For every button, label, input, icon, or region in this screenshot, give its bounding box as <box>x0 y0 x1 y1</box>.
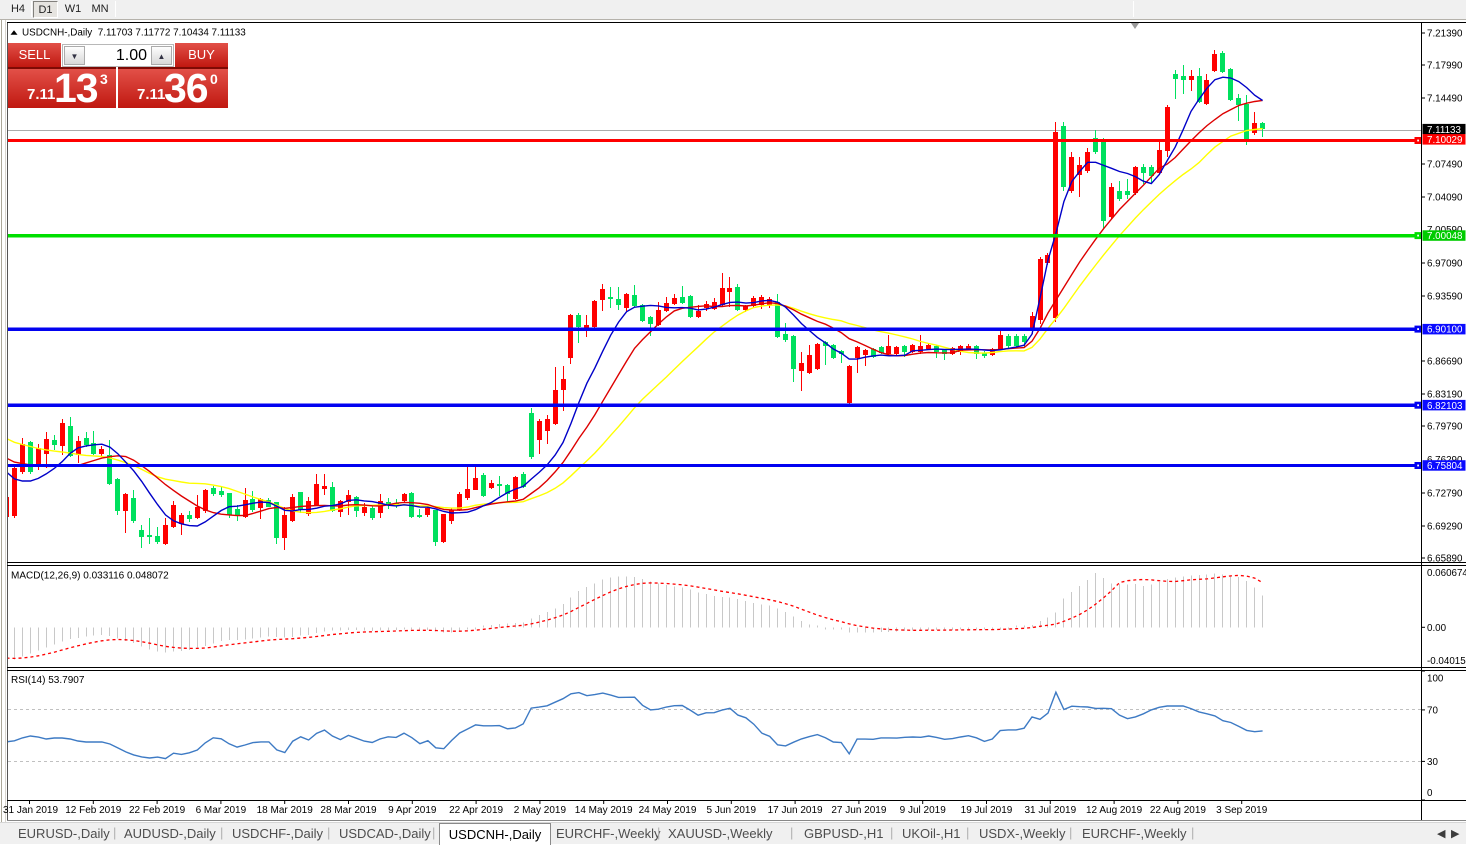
svg-text:USDCNH-,Daily 7.11703 7.11772: USDCNH-,Daily 7.11703 7.11772 7.10434 7.… <box>22 28 246 39</box>
svg-text:6.69290: 6.69290 <box>1427 522 1463 533</box>
svg-text:0: 0 <box>1427 788 1433 799</box>
svg-text:14 May 2019: 14 May 2019 <box>575 805 633 816</box>
svg-text:22 Feb 2019: 22 Feb 2019 <box>129 805 186 816</box>
svg-text:31 Jan 2019: 31 Jan 2019 <box>3 805 58 816</box>
svg-text:2 May 2019: 2 May 2019 <box>514 805 567 816</box>
svg-text:22 Apr 2019: 22 Apr 2019 <box>449 805 503 816</box>
svg-text:70: 70 <box>1427 706 1438 717</box>
svg-text:6.93590: 6.93590 <box>1427 292 1463 303</box>
svg-text:MACD(12,26,9) 0.033116 0.04807: MACD(12,26,9) 0.033116 0.048072 <box>11 571 169 582</box>
svg-text:7.14490: 7.14490 <box>1427 94 1463 105</box>
svg-text:6.79790: 6.79790 <box>1427 422 1463 433</box>
svg-text:6.83190: 6.83190 <box>1427 390 1463 401</box>
svg-text:28 Mar 2019: 28 Mar 2019 <box>320 805 377 816</box>
svg-text:24 May 2019: 24 May 2019 <box>639 805 697 816</box>
svg-text:6.75804: 6.75804 <box>1427 461 1463 472</box>
svg-text:7.11133: 7.11133 <box>1427 125 1462 136</box>
svg-text:17 Jun 2019: 17 Jun 2019 <box>768 805 823 816</box>
svg-text:7.10029: 7.10029 <box>1427 135 1462 146</box>
svg-text:7.17990: 7.17990 <box>1427 61 1463 72</box>
svg-text:5 Jun 2019: 5 Jun 2019 <box>707 805 757 816</box>
svg-text:22 Aug 2019: 22 Aug 2019 <box>1150 805 1207 816</box>
svg-text:3 Sep 2019: 3 Sep 2019 <box>1216 805 1268 816</box>
svg-text:31 Jul 2019: 31 Jul 2019 <box>1024 805 1076 816</box>
svg-text:6 Mar 2019: 6 Mar 2019 <box>196 805 247 816</box>
svg-text:19 Jul 2019: 19 Jul 2019 <box>961 805 1013 816</box>
svg-text:100: 100 <box>1427 674 1444 685</box>
svg-text:27 Jun 2019: 27 Jun 2019 <box>831 805 886 816</box>
svg-text:0.00: 0.00 <box>1427 623 1447 634</box>
svg-text:RSI(14) 53.7907: RSI(14) 53.7907 <box>11 675 85 686</box>
svg-text:-0.040152: -0.040152 <box>1427 656 1466 667</box>
svg-text:7.21390: 7.21390 <box>1427 29 1463 40</box>
svg-text:6.97090: 6.97090 <box>1427 259 1463 270</box>
svg-text:6.86690: 6.86690 <box>1427 357 1463 368</box>
svg-text:0.060674: 0.060674 <box>1427 568 1466 579</box>
svg-text:12 Aug 2019: 12 Aug 2019 <box>1086 805 1143 816</box>
svg-text:18 Mar 2019: 18 Mar 2019 <box>257 805 314 816</box>
svg-text:9 Apr 2019: 9 Apr 2019 <box>388 805 437 816</box>
svg-text:30: 30 <box>1427 757 1438 768</box>
svg-text:7.04090: 7.04090 <box>1427 193 1463 204</box>
svg-text:6.82103: 6.82103 <box>1427 401 1463 412</box>
svg-text:7.00048: 7.00048 <box>1427 231 1463 242</box>
svg-text:6.72790: 6.72790 <box>1427 489 1463 500</box>
svg-text:6.90100: 6.90100 <box>1427 325 1463 336</box>
svg-text:6.65890: 6.65890 <box>1427 554 1463 565</box>
svg-text:12 Feb 2019: 12 Feb 2019 <box>65 805 122 816</box>
svg-text:7.07490: 7.07490 <box>1427 160 1463 171</box>
svg-text:9 Jul 2019: 9 Jul 2019 <box>900 805 947 816</box>
